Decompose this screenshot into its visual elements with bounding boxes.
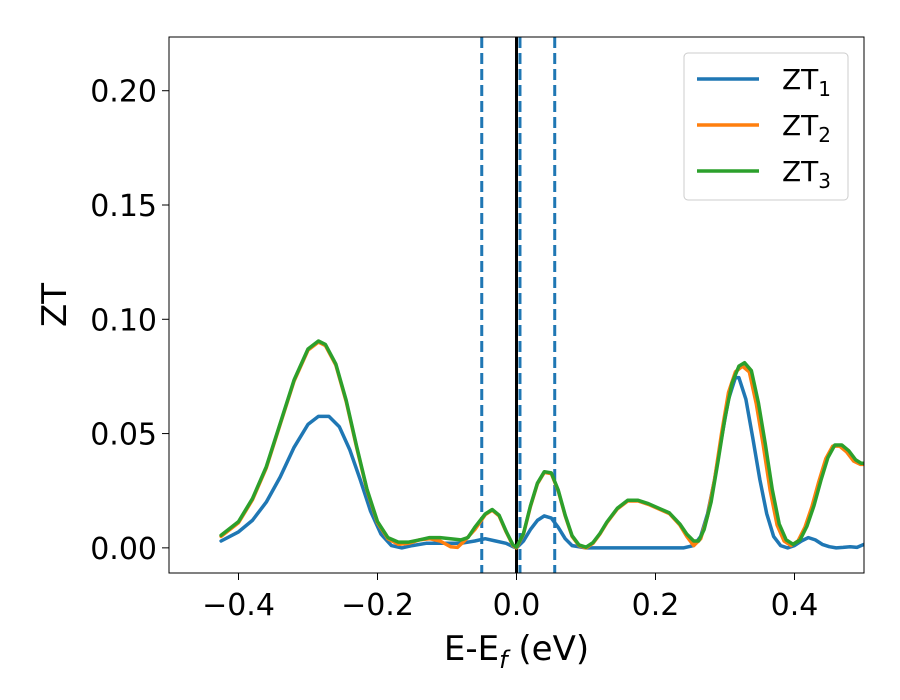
x-tick-label: −0.2 [341, 588, 414, 623]
x-tick-label: −0.4 [202, 588, 275, 623]
x-tick-label: 0.0 [493, 588, 541, 623]
reference-lines [480, 37, 557, 573]
legend-box [683, 52, 849, 201]
y-axis-label: ZT [35, 283, 75, 327]
legend: ZT1 ZT2 ZT3 [683, 52, 849, 201]
series-line-1 [219, 375, 864, 550]
series-lines [219, 339, 864, 550]
y-tick-label: 0.05 [90, 418, 157, 453]
y-tick-label: 0.00 [90, 532, 157, 567]
x-axis: −0.4 −0.2 0.0 0.2 0.4 [202, 573, 818, 623]
legend-label-3: ZT3 [782, 155, 831, 193]
y-tick-label: 0.10 [90, 303, 157, 338]
y-tick-label: 0.15 [90, 189, 157, 224]
x-tick-label: 0.4 [771, 588, 819, 623]
legend-label-1: ZT1 [782, 63, 831, 101]
series-line-3 [219, 339, 864, 549]
legend-label-2: ZT2 [782, 109, 831, 147]
x-tick-label: 0.2 [632, 588, 680, 623]
x-axis-label: E-Ef (eV) [444, 629, 589, 674]
y-tick-label: 0.20 [90, 75, 157, 110]
y-axis: 0.00 0.05 0.10 0.15 0.20 [90, 75, 169, 567]
